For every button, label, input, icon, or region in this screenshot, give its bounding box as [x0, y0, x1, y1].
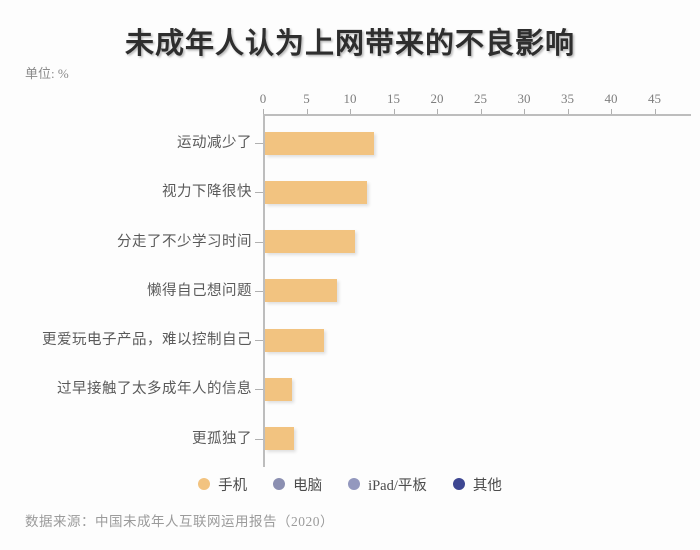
legend-item: 电脑 — [273, 474, 322, 495]
category-tick-mark — [255, 192, 263, 194]
legend-dot-icon — [348, 478, 361, 490]
category-label: 视力下降很快 — [162, 184, 252, 201]
source-note: 数据来源：中国未成年人互联网运用报告（2020） — [25, 514, 334, 529]
x-tick-label: 40 — [604, 91, 618, 106]
legend-label: 其他 — [472, 477, 502, 494]
x-tick-mark — [393, 109, 395, 114]
y-axis-line — [263, 114, 265, 467]
unit-label: 单位: % — [25, 66, 69, 81]
category-tick-mark — [255, 389, 263, 391]
bar-手机 — [264, 427, 295, 450]
x-tick-mark — [654, 109, 656, 114]
x-tick-label: 5 — [303, 91, 310, 106]
x-axis-line — [263, 114, 691, 116]
x-tick-label: 25 — [474, 91, 487, 106]
x-tick-label: 20 — [430, 91, 444, 106]
category-label: 更爱玩电子产品，难以控制自己 — [42, 332, 252, 348]
x-tick-label: 30 — [517, 91, 531, 106]
category-tick-mark — [255, 241, 263, 243]
legend: 手机 电脑 iPad/平板 其他 — [0, 474, 700, 494]
legend-dot-icon — [452, 478, 465, 490]
legend-dot-icon — [273, 478, 286, 490]
category-tick-mark — [255, 143, 263, 144]
legend-label: iPad/平板 — [368, 477, 427, 494]
category-tick-mark — [255, 340, 263, 341]
x-tick-mark — [437, 109, 438, 114]
x-tick-mark — [611, 109, 612, 114]
bar-手机 — [264, 279, 337, 303]
x-tick-mark — [524, 109, 525, 114]
category-label: 过早接触了太多成年人的信息 — [57, 381, 252, 398]
category-label: 更孤独了 — [192, 430, 252, 447]
x-tick-mark — [567, 109, 569, 114]
x-tick-mark — [480, 109, 482, 114]
x-tick-mark — [263, 109, 264, 114]
legend-label: 电脑 — [293, 477, 323, 494]
legend-dot-icon — [198, 478, 211, 490]
legend-item: 其他 — [452, 474, 502, 495]
x-tick-label: 0 — [259, 91, 267, 106]
legend-item: 手机 — [198, 474, 247, 495]
x-tick-mark — [306, 109, 308, 114]
category-tick-mark — [255, 438, 263, 440]
x-tick-label: 45 — [648, 91, 661, 106]
category-label: 分走了不少学习时间 — [117, 233, 252, 250]
category-tick-mark — [255, 290, 263, 292]
bar-手机 — [264, 131, 375, 155]
bar-手机 — [264, 230, 355, 253]
chart-title: 未成年人认为上网带来的不良影响 — [124, 28, 575, 60]
x-tick-label: 10 — [343, 91, 357, 106]
category-label: 懒得自己想问题 — [147, 282, 252, 299]
x-tick-label: 15 — [387, 91, 400, 106]
bar-手机 — [264, 180, 368, 204]
legend-item: iPad/平板 — [348, 474, 427, 495]
bar-手机 — [264, 377, 293, 401]
x-tick-label: 35 — [561, 91, 574, 106]
bar-手机 — [264, 328, 324, 352]
category-label: 运动减少了 — [177, 135, 252, 151]
legend-label: 手机 — [218, 477, 248, 494]
x-tick-mark — [350, 109, 351, 114]
